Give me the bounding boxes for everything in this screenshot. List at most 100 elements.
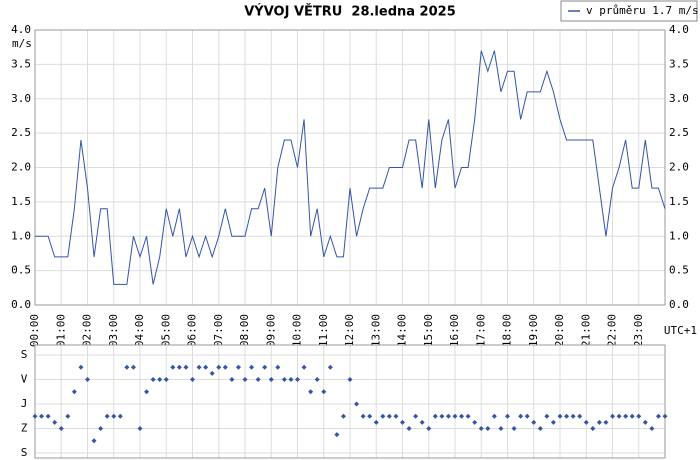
x-tick-label: 03:00 (107, 314, 120, 347)
direction-point (104, 413, 110, 419)
x-tick-label: 15:00 (422, 314, 435, 347)
direction-point (642, 419, 648, 425)
x-tick-label: 09:00 (264, 314, 277, 347)
y-tick-label: S (21, 446, 28, 459)
legend-box (560, 0, 698, 22)
direction-point (373, 419, 379, 425)
y-tick-label-right: 2.5 (669, 126, 689, 139)
direction-point (196, 364, 202, 370)
y-tick-label-right: 1.0 (669, 229, 689, 242)
legend-label: v průměru 1.7 m/s (586, 4, 699, 17)
direction-point (413, 413, 419, 419)
direction-point (445, 413, 451, 419)
y-tick-label-right: 3.0 (669, 92, 689, 105)
y-tick-label-right: 2.0 (669, 161, 689, 174)
direction-point (32, 413, 38, 419)
line-series (35, 50, 666, 285)
direction-point (537, 426, 543, 431)
direction-point (603, 419, 609, 425)
x-tick-label: 21:00 (579, 314, 592, 347)
direction-point (610, 413, 615, 419)
x-tick-label: 13:00 (369, 314, 382, 347)
direction-point (544, 413, 550, 419)
direction-point (190, 377, 195, 382)
chart-title: VÝVOJ VĚTRU 28.ledna 2025 (244, 4, 456, 20)
direction-point (222, 364, 228, 370)
direction-point (419, 419, 425, 425)
direction-point (268, 377, 274, 382)
x-tick-label: 00:00 (28, 314, 41, 347)
direction-point (176, 364, 182, 370)
direction-point (203, 364, 209, 370)
y-tick-label: S (21, 348, 28, 361)
direction-point (98, 426, 104, 431)
direction-point (406, 426, 412, 431)
x-tick-label: 14:00 (396, 314, 409, 347)
direction-point (583, 419, 589, 425)
direction-point (636, 413, 642, 419)
y-tick-label: 1.5 (11, 195, 31, 208)
y-unit: m/s (12, 37, 32, 50)
direction-point (157, 377, 163, 382)
direction-point (65, 413, 71, 419)
direction-point (596, 419, 602, 425)
y-tick-label: 2.0 (11, 161, 31, 174)
y-tick-label: V (21, 373, 28, 386)
y-tick-label: 2.5 (11, 126, 31, 139)
direction-point (91, 438, 97, 444)
direction-point (550, 419, 556, 425)
direction-point (505, 413, 510, 419)
x-tick-label: 07:00 (212, 314, 225, 347)
direction-point (301, 364, 307, 370)
x-tick-label: 17:00 (474, 314, 487, 347)
direction-point (360, 413, 366, 419)
direction-point (45, 413, 51, 419)
plot-frame (34, 344, 666, 459)
direction-point (235, 364, 241, 370)
direction-point (459, 413, 465, 419)
direction-point (432, 413, 438, 419)
direction-point (321, 389, 327, 395)
x-tick-label: 08:00 (238, 314, 251, 347)
direction-point (426, 426, 432, 431)
direction-point (58, 426, 64, 431)
y-tick-label: 1.0 (11, 229, 31, 242)
direction-point (150, 377, 156, 382)
direction-point (229, 377, 235, 382)
x-axis-label: UTC+1 (664, 324, 697, 337)
direction-point (511, 426, 517, 431)
direction-point (71, 389, 77, 395)
direction-point (340, 413, 346, 419)
direction-point (308, 389, 314, 395)
direction-point (262, 364, 268, 370)
x-tick-label: 11:00 (317, 314, 330, 347)
direction-point (275, 364, 281, 370)
direction-point (655, 413, 661, 419)
direction-point (216, 364, 222, 370)
direction-point (531, 419, 537, 425)
direction-point (78, 364, 84, 370)
direction-point (39, 413, 45, 419)
y-tick-label: 0.5 (11, 264, 31, 277)
y-tick-label: 3.0 (11, 92, 31, 105)
direction-point (590, 426, 596, 431)
direction-point (249, 364, 255, 370)
direction-point (623, 413, 629, 419)
x-tick-label: 02:00 (81, 314, 94, 347)
direction-point (400, 419, 405, 425)
x-tick-label: 12:00 (343, 314, 356, 347)
direction-point (117, 413, 123, 419)
x-tick-label: 05:00 (159, 314, 172, 347)
direction-point (281, 377, 287, 382)
x-tick-label: 04:00 (133, 314, 146, 347)
x-tick-label: 18:00 (501, 314, 514, 347)
direction-point (242, 377, 248, 382)
direction-point (629, 413, 635, 419)
direction-point (465, 413, 471, 419)
direction-point (478, 426, 484, 431)
direction-point (439, 413, 445, 419)
y-tick-label: 3.5 (11, 57, 31, 70)
direction-point (85, 377, 90, 382)
direction-point (564, 413, 570, 419)
